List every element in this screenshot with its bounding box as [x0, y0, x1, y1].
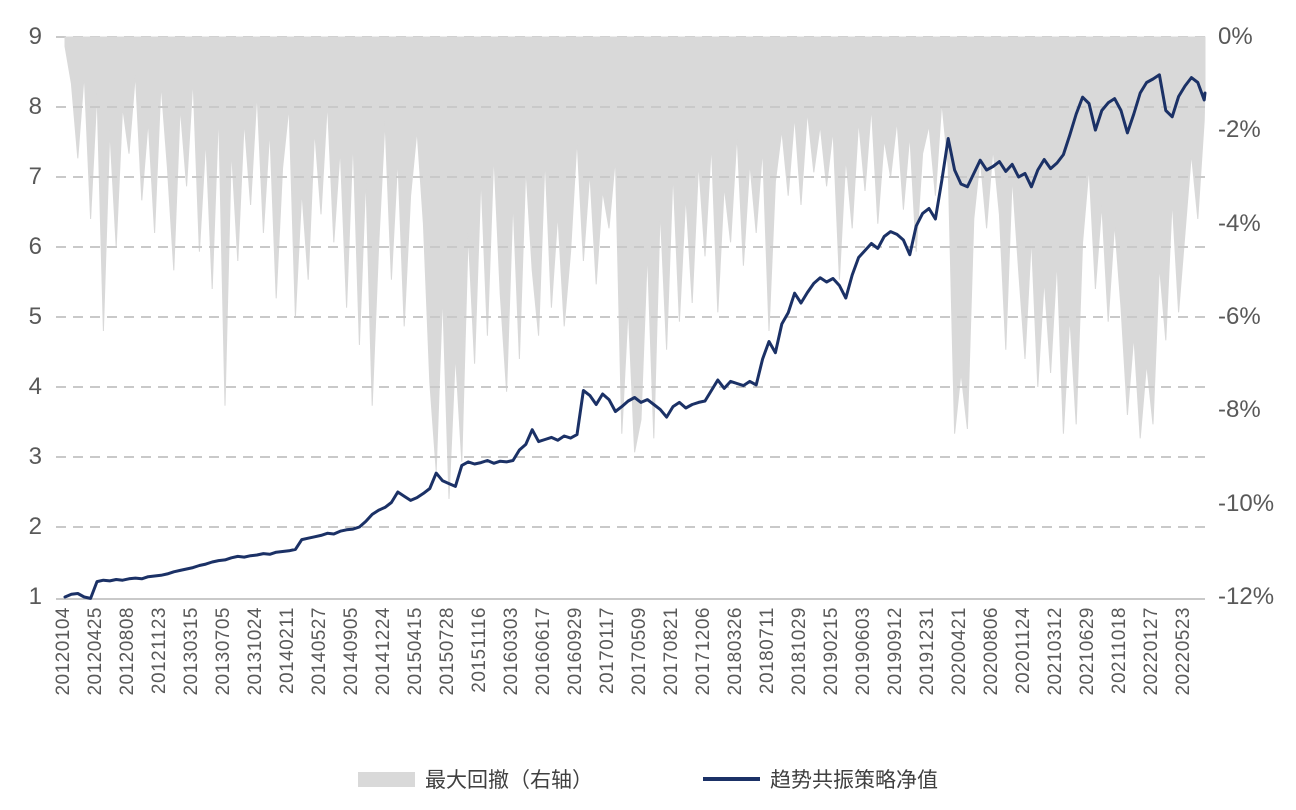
- y-axis-left-tick-label: 1: [28, 583, 42, 610]
- legend: 最大回撤（右轴） 趋势共振策略净值: [0, 764, 1296, 794]
- x-axis-tick-label: 20190603: [853, 607, 874, 696]
- x-axis-tick-label: 20220127: [1141, 607, 1162, 696]
- x-axis-tick-label: 20141224: [373, 607, 394, 696]
- x-axis-tick-label: 20120808: [117, 607, 138, 696]
- x-axis-tick-label: 20140905: [341, 607, 362, 696]
- x-axis-tick-label: 20190215: [821, 607, 842, 696]
- y-axis-left-tick-label: 2: [28, 513, 42, 540]
- x-axis-tick-label: 20160617: [533, 607, 554, 696]
- drawdown-area: [64, 36, 1206, 500]
- x-axis-tick-label: 20190912: [885, 607, 906, 696]
- y-axis-left-tick-label: 4: [28, 373, 42, 400]
- y-axis-right-tick-label: -6%: [1218, 303, 1261, 330]
- legend-swatch-drawdown: [358, 771, 415, 787]
- x-axis-tick-label: 20210629: [1077, 607, 1098, 696]
- x-axis-tick-label: 20200806: [981, 607, 1002, 696]
- x-axis-tick-label: 20150415: [405, 607, 426, 696]
- y-axis-left-tick-label: 8: [28, 93, 42, 120]
- x-axis-tick-label: 20131024: [245, 607, 266, 696]
- legend-swatch-netvalue: [703, 777, 760, 781]
- x-axis-tick-label: 20140527: [309, 607, 330, 696]
- x-axis-tick-label: 20171206: [693, 607, 714, 696]
- x-axis-tick-label: 20220523: [1173, 607, 1194, 696]
- x-axis-tick-label: 20211018: [1109, 607, 1130, 695]
- legend-label-drawdown: 最大回撤（右轴）: [425, 769, 593, 792]
- legend-item-drawdown: 最大回撤（右轴）: [358, 764, 593, 794]
- netvalue-line: [63, 73, 1207, 600]
- y-axis-right-tick-label: -10%: [1218, 489, 1275, 517]
- x-axis-tick-label: 20120104: [53, 607, 74, 696]
- y-axis-left-tick-label: 6: [28, 233, 42, 260]
- x-axis-tick-label: 20121123: [149, 607, 170, 695]
- x-axis-tick-label: 20180711: [757, 607, 778, 695]
- x-axis-tick-label: 20170117: [597, 607, 618, 695]
- x-axis-tick-label: 20201124: [1013, 607, 1034, 695]
- x-axis-tick-label: 20160303: [501, 607, 522, 696]
- y-axis-left-tick-label: 5: [28, 303, 42, 330]
- y-axis-left-tick-label: 9: [28, 23, 42, 50]
- x-axis-tick-label: 20151116: [469, 607, 490, 693]
- y-axis-right-tick-label: -12%: [1218, 583, 1275, 610]
- x-axis-tick-label: 20210312: [1045, 607, 1066, 696]
- x-axis-tick-label: 20180326: [725, 607, 746, 696]
- x-axis-tick-label: 20160929: [565, 607, 586, 696]
- x-axis-tick-label: 20140211: [277, 607, 298, 695]
- legend-label-netvalue: 趋势共振策略净值: [770, 769, 938, 792]
- y-axis-right-tick-label: -4%: [1218, 209, 1261, 237]
- legend-item-netvalue: 趋势共振策略净值: [703, 764, 938, 794]
- x-axis-tick-label: 20191231: [917, 607, 938, 696]
- y-axis-right-tick-label: -2%: [1218, 116, 1261, 144]
- x-axis-tick-label: 20130705: [213, 607, 234, 696]
- y-axis-right-tick-label: 0%: [1218, 23, 1253, 50]
- x-axis-tick-label: 20200421: [949, 607, 970, 696]
- x-axis-tick-label: 20130315: [181, 607, 202, 696]
- x-axis-tick-label: 20170509: [629, 607, 650, 696]
- x-axis-tick-label: 20170821: [661, 607, 682, 696]
- y-axis-left-tick-label: 3: [28, 443, 42, 470]
- x-axis-tick-label: 20181029: [789, 607, 810, 696]
- y-axis-right-tick-label: -8%: [1218, 396, 1261, 424]
- x-axis-tick-label: 20150728: [437, 607, 458, 696]
- x-axis-tick-label: 20120425: [85, 607, 106, 696]
- y-axis-left-tick-label: 7: [28, 163, 42, 190]
